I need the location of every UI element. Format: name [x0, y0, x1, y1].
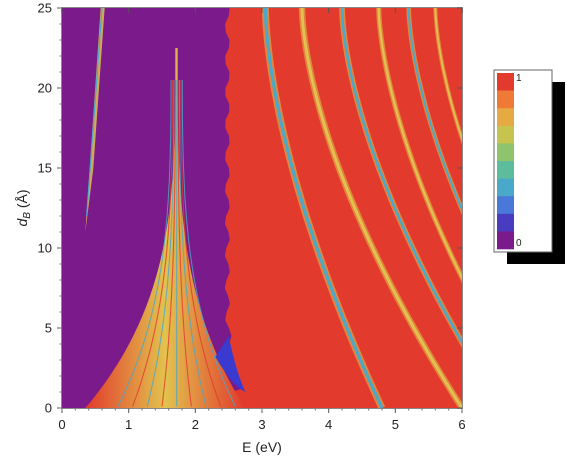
- x-tick-label-1: 1: [125, 417, 132, 432]
- colorbar-swatch-3: [497, 125, 514, 144]
- x-axis: 0 1 2 3 4 5 6: [58, 8, 466, 432]
- y-axis-label: dB (Å): [14, 189, 33, 226]
- y-axis: 0 5 10 15 20 25: [38, 1, 462, 416]
- x-tick-label-0: 0: [58, 417, 65, 432]
- band-6-core: [434, 8, 462, 142]
- cone-fringe-2: [132, 79, 174, 407]
- cone-fringe-1: [117, 79, 172, 407]
- band-1: [261, 8, 386, 408]
- cone-body: [85, 48, 246, 408]
- x-tick-label-3: 3: [258, 417, 265, 432]
- branch-line: [86, 8, 103, 217]
- cone-fringe-6: [177, 80, 192, 407]
- x-tick-label-2: 2: [192, 417, 199, 432]
- band-5-core: [407, 8, 462, 212]
- band-4-core: [377, 8, 462, 281]
- y-axis-label-main: d: [14, 218, 30, 227]
- band-2: [298, 8, 462, 408]
- colorbar-swatch-7: [497, 196, 514, 215]
- cone-fringe-7: [178, 80, 207, 407]
- y-tick-label-0: 0: [45, 401, 52, 416]
- cone-fringe-4: [161, 80, 176, 407]
- colorbar-swatch-8: [497, 213, 514, 232]
- colorbar: 1 0: [493, 69, 565, 264]
- colorbar-min-label: 0: [516, 238, 522, 249]
- x-tick-label-5: 5: [392, 417, 399, 432]
- cone-fringe-9: [181, 80, 236, 407]
- plot-area: [61, 7, 463, 409]
- blue-dip: [215, 336, 246, 392]
- x-tick-label-4: 4: [325, 417, 332, 432]
- colorbar-max-label: 1: [516, 73, 522, 84]
- faint-branch: [85, 8, 105, 232]
- colorbar-swatch-5: [497, 161, 514, 179]
- colorbar-swatch-1: [497, 90, 514, 109]
- y-axis-label-unit: (Å): [14, 189, 30, 212]
- y-tick-label-5: 25: [38, 1, 52, 16]
- band-3-core: [340, 8, 462, 345]
- colorbar-swatches: [497, 73, 514, 250]
- cone-fringe-3: [146, 80, 175, 407]
- band-4: [376, 8, 462, 284]
- band-6: [433, 8, 462, 145]
- band-2-core: [300, 8, 462, 408]
- y-axis-label-sub: B: [22, 212, 33, 219]
- y-tick-label-2: 10: [38, 241, 52, 256]
- colorbar-swatch-9: [497, 231, 514, 250]
- cone-fringe-8: [180, 80, 222, 407]
- y-tick-label-3: 15: [38, 161, 52, 176]
- colorbar-swatch-2: [497, 108, 514, 127]
- x-tick-label-6: 6: [458, 417, 465, 432]
- band-3: [339, 8, 462, 348]
- y-tick-label-4: 20: [38, 81, 52, 96]
- dark-bands: [261, 8, 462, 408]
- colorbar-swatch-6: [497, 178, 514, 197]
- band-5: [406, 8, 462, 216]
- band-1-core: [263, 8, 384, 408]
- y-tick-label-1: 5: [45, 321, 52, 336]
- colorbar-swatch-4: [497, 143, 514, 162]
- heatmap: [62, 8, 462, 408]
- resonance-cone: [85, 48, 246, 408]
- x-axis-label: E (eV): [242, 439, 282, 455]
- colorbar-swatch-0: [497, 73, 514, 91]
